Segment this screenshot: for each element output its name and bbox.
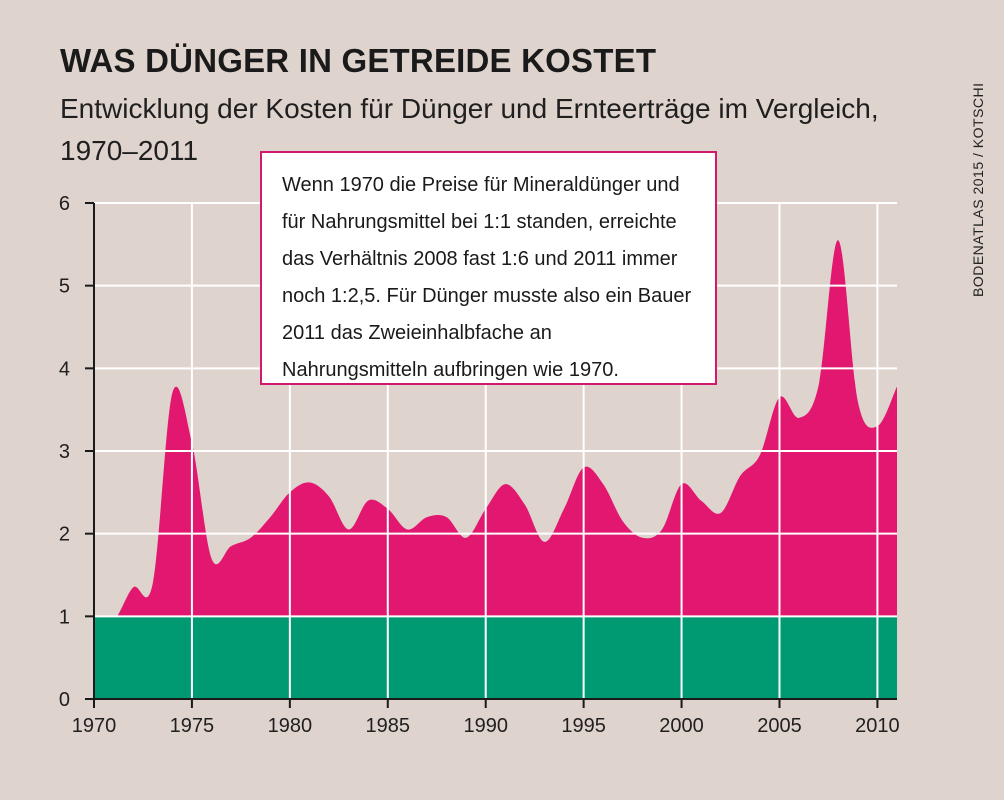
- series-area-fertilizer: [94, 240, 897, 700]
- x-tick-label-1975: 1975: [170, 715, 215, 737]
- y-tick-label-6: 6: [59, 193, 70, 215]
- chart-axes: [85, 202, 897, 708]
- x-tick-label-1980: 1980: [268, 715, 313, 737]
- x-tick-label-2010: 2010: [855, 715, 900, 737]
- y-tick-label-3: 3: [59, 441, 70, 463]
- annotation-text: Wenn 1970 die Preise für Mineraldünger u…: [282, 174, 692, 381]
- chart-areas: [94, 240, 897, 700]
- x-tick-label-1995: 1995: [561, 715, 606, 737]
- x-tick-label-1970: 1970: [72, 715, 117, 737]
- chart-subtitle: Entwicklung der Kosten für Dünger und Er…: [60, 93, 879, 166]
- y-tick-label-4: 4: [59, 358, 70, 380]
- y-tick-label-5: 5: [59, 276, 70, 298]
- chart-title: WAS DÜNGER IN GETREIDE KOSTET: [60, 42, 657, 79]
- x-tick-label-2000: 2000: [659, 715, 704, 737]
- series-area-food: [94, 616, 897, 699]
- y-tick-label-0: 0: [59, 689, 70, 711]
- annotation-box: Wenn 1970 die Preise für Mineraldünger u…: [260, 151, 717, 385]
- y-tick-label-2: 2: [59, 524, 70, 546]
- x-tick-label-2005: 2005: [757, 715, 802, 737]
- chart-tick-labels: 0 1 2 3 4 5 6 1970 1975 1980 1985 1990 1995 2000 2005 2…: [59, 193, 900, 737]
- x-tick-label-1985: 1985: [366, 715, 411, 737]
- y-tick-label-1: 1: [59, 606, 70, 628]
- x-tick-label-1990: 1990: [463, 715, 508, 737]
